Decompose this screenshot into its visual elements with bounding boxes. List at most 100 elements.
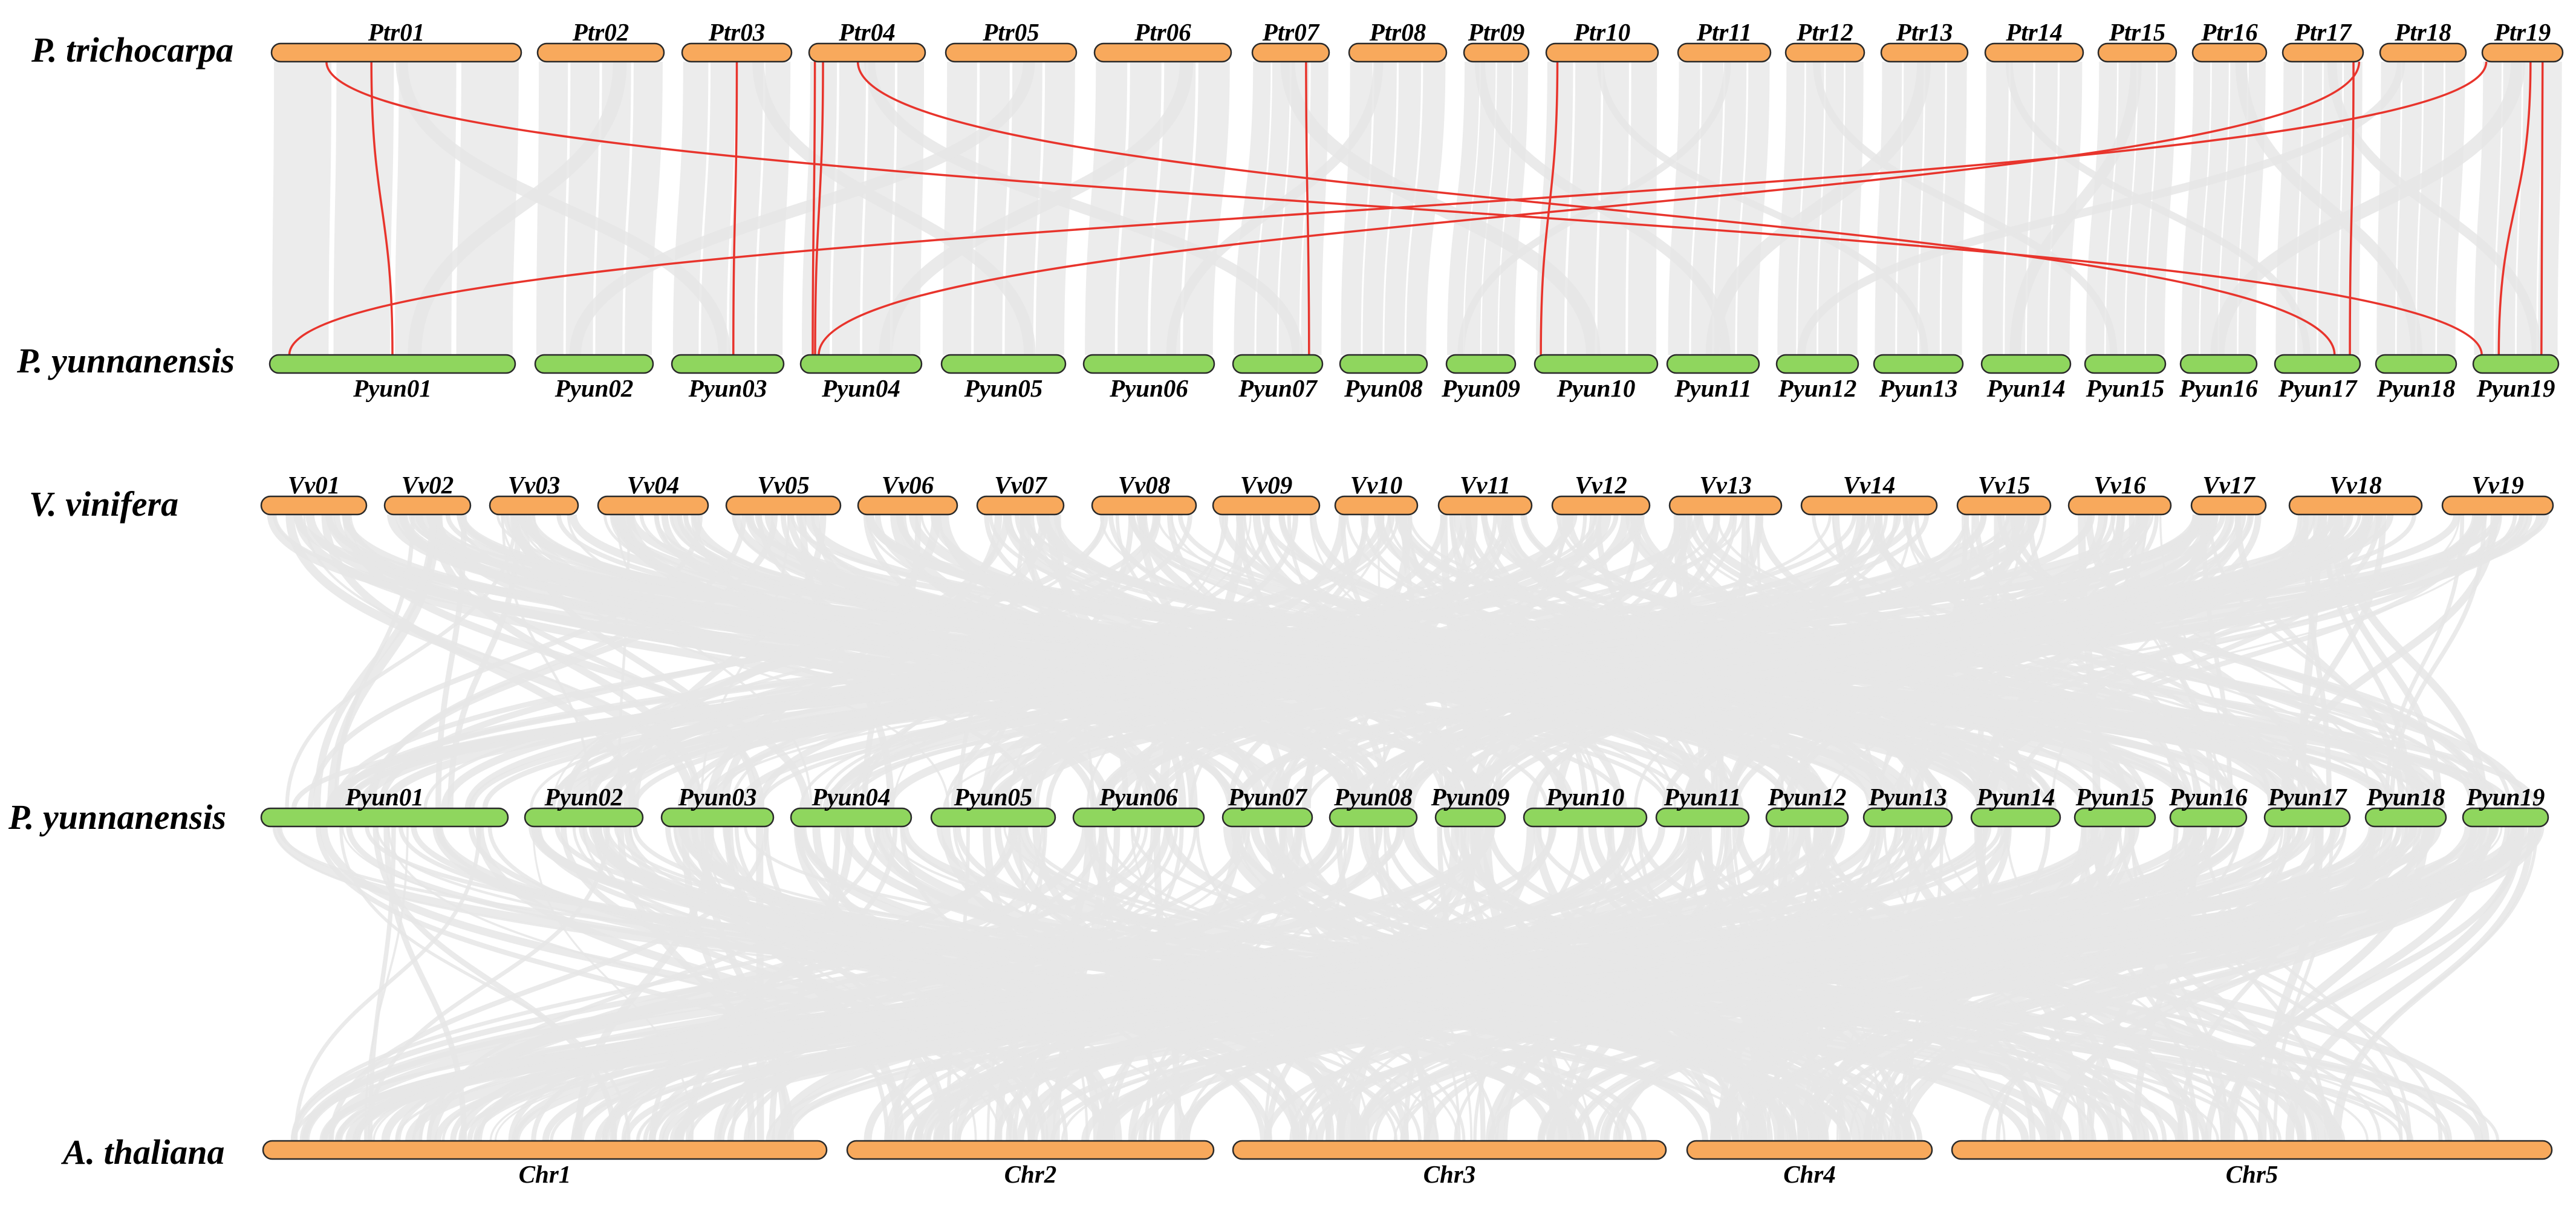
- chromosome-label-pyun1-pyun14: Pyun14: [1986, 374, 2066, 402]
- chromosome-label-pyun2-pyun12: Pyun12: [1768, 783, 1847, 811]
- synteny-link: [1269, 826, 2263, 1141]
- synteny-link: [1691, 826, 2085, 1141]
- synteny-link: [1673, 514, 1706, 809]
- chromosome-label-ath-chr4: Chr4: [1783, 1160, 1836, 1188]
- chromosome-label-vv-vv18: Vv18: [2329, 471, 2382, 499]
- synteny-band: [1278, 62, 1309, 355]
- chromosome-label-vv-vv02: Vv02: [402, 471, 454, 499]
- highlighted-collinear-links: [288, 61, 2544, 356]
- chromosome-label-vv-vv12: Vv12: [1575, 471, 1627, 499]
- chromosome-label-pyun1-pyun18: Pyun18: [2376, 374, 2456, 402]
- synteny-band: [2026, 62, 2058, 355]
- synteny-band: [832, 62, 867, 355]
- chromosome-label-ptr-ptr03: Ptr03: [708, 18, 765, 46]
- collinear-link-ptr10-pyun10: [1540, 61, 1559, 356]
- chromosome-pyun1-pyun04: [799, 354, 923, 374]
- synteny-link: [395, 61, 730, 356]
- synteny-band: [2516, 62, 2542, 355]
- synteny-link: [1298, 826, 1876, 1141]
- chromosome-label-ath-chr3: Chr3: [1423, 1160, 1476, 1188]
- synteny-link: [1595, 514, 1728, 809]
- synteny-link: [1026, 514, 1347, 809]
- synteny-link: [1973, 514, 2182, 809]
- chromosome-pyun2-pyun02: [524, 807, 644, 828]
- synteny-link: [631, 514, 2226, 809]
- chromosome-label-ptr-ptr08: Ptr08: [1369, 18, 1426, 46]
- chromosome-pyun2-pyun11: [1655, 807, 1750, 828]
- chromosome-ptr-ptr18: [2379, 42, 2467, 63]
- synteny-band: [1150, 62, 1196, 355]
- chromosome-vv-vv15: [1956, 495, 2052, 516]
- synteny-band: [333, 62, 394, 355]
- chromosome-label-pyun1-pyun17: Pyun17: [2278, 374, 2358, 402]
- chromosome-label-ptr-ptr04: Ptr04: [838, 18, 895, 46]
- chromosome-ath-chr4: [1686, 1140, 1933, 1160]
- chromosome-pyun1-pyun06: [1082, 354, 1215, 374]
- chromosome-label-ptr-ptr13: Ptr13: [1896, 18, 1953, 46]
- synteny-link: [1355, 826, 2011, 1141]
- chromosome-label-vv-vv06: Vv06: [882, 471, 934, 499]
- synteny-link: [2201, 514, 2233, 809]
- chromosome-ptr-ptr04: [808, 42, 926, 63]
- chromosome-label-pyun2-pyun17: Pyun17: [2268, 783, 2347, 811]
- synteny-link: [926, 826, 2341, 1141]
- chromosome-pyun1-pyun08: [1339, 354, 1428, 374]
- chromosome-label-pyun2-pyun06: Pyun06: [1099, 783, 1178, 811]
- chromosome-ptr-ptr16: [2191, 42, 2268, 63]
- synteny-link: [879, 61, 1194, 356]
- synteny-link: [981, 514, 1134, 809]
- synteny-link: [756, 514, 1574, 809]
- synteny-link: [1997, 514, 2487, 809]
- chromosome-vv-vv18: [2288, 495, 2423, 516]
- chromosome-vv-vv11: [1437, 495, 1533, 516]
- synteny-link: [867, 514, 2193, 809]
- synteny-link: [421, 514, 2503, 809]
- chromosome-pyun2-pyun07: [1221, 807, 1313, 828]
- synteny-link: [570, 826, 2216, 1141]
- synteny-link: [1813, 61, 2118, 356]
- chromosome-label-ptr-ptr16: Ptr16: [2200, 18, 2258, 46]
- synteny-band: [272, 62, 332, 355]
- synteny-link: [1914, 514, 2272, 809]
- chromosome-vv-vv13: [1668, 495, 1783, 516]
- synteny-link: [2331, 826, 2539, 1141]
- chromosome-label-ptr-ptr06: Ptr06: [1134, 18, 1191, 46]
- species-label-p-yunnanensis-2: P. yunnanensis: [8, 797, 226, 837]
- synteny-band: [2005, 62, 2034, 355]
- chromosome-pyun1-pyun18: [2375, 354, 2457, 374]
- chromosome-label-vv-vv10: Vv10: [1350, 471, 1403, 499]
- chromosome-label-vv-vv13: Vv13: [1699, 471, 1752, 499]
- synteny-link: [1872, 826, 2494, 1141]
- chromosome-pyun1-pyun01: [268, 354, 516, 374]
- synteny-link: [274, 826, 1916, 1141]
- chromosome-label-ptr-ptr05: Ptr05: [982, 18, 1039, 46]
- synteny-band: [1447, 62, 1480, 355]
- chromosome-label-pyun1-pyun09: Pyun09: [1441, 374, 1520, 402]
- collinear-link-ptr04-pyun04: [814, 61, 824, 356]
- chromosome-vv-vv16: [2067, 495, 2172, 516]
- species-label-v-vinifera: V. vinifera: [29, 484, 178, 524]
- chromosome-label-vv-vv19: Vv19: [2471, 471, 2524, 499]
- chromosome-pyun1-pyun17: [2274, 354, 2361, 374]
- synteny-band: [1035, 62, 1075, 355]
- chromosome-label-pyun1-pyun01: Pyun01: [353, 374, 432, 402]
- labels: P. trichocarpa P. yunnanensis V. vinifer…: [8, 30, 235, 1172]
- synteny-link: [2027, 514, 2200, 809]
- chromosome-label-ptr-ptr09: Ptr09: [1468, 18, 1524, 46]
- synteny-band: [1737, 62, 1770, 355]
- chromosome-pyun2-pyun03: [660, 807, 775, 828]
- synteny-link: [290, 826, 1162, 1141]
- synteny-band: [1941, 62, 1967, 355]
- chromosome-pyun1-pyun14: [1980, 354, 2072, 374]
- chromosome-pyun2-pyun19: [2462, 807, 2549, 828]
- chromosome-vv-vv06: [857, 495, 958, 516]
- chromosome-label-pyun2-pyun10: Pyun10: [1546, 783, 1625, 811]
- chromosome-label-vv-vv07: Vv07: [994, 471, 1047, 499]
- synteny-band: [1498, 62, 1528, 355]
- chromosome-bars: Ptr01 Ptr02 Ptr03 Ptr04 Ptr05 Ptr06 Ptr07 Ptr08…: [260, 18, 2564, 1188]
- synteny-band: [625, 62, 663, 355]
- chromosome-label-vv-vv01: Vv01: [288, 471, 340, 499]
- synteny-link: [1705, 61, 1931, 356]
- chromosome-label-vv-vv08: Vv08: [1118, 471, 1171, 499]
- synteny-link: [2335, 514, 2488, 809]
